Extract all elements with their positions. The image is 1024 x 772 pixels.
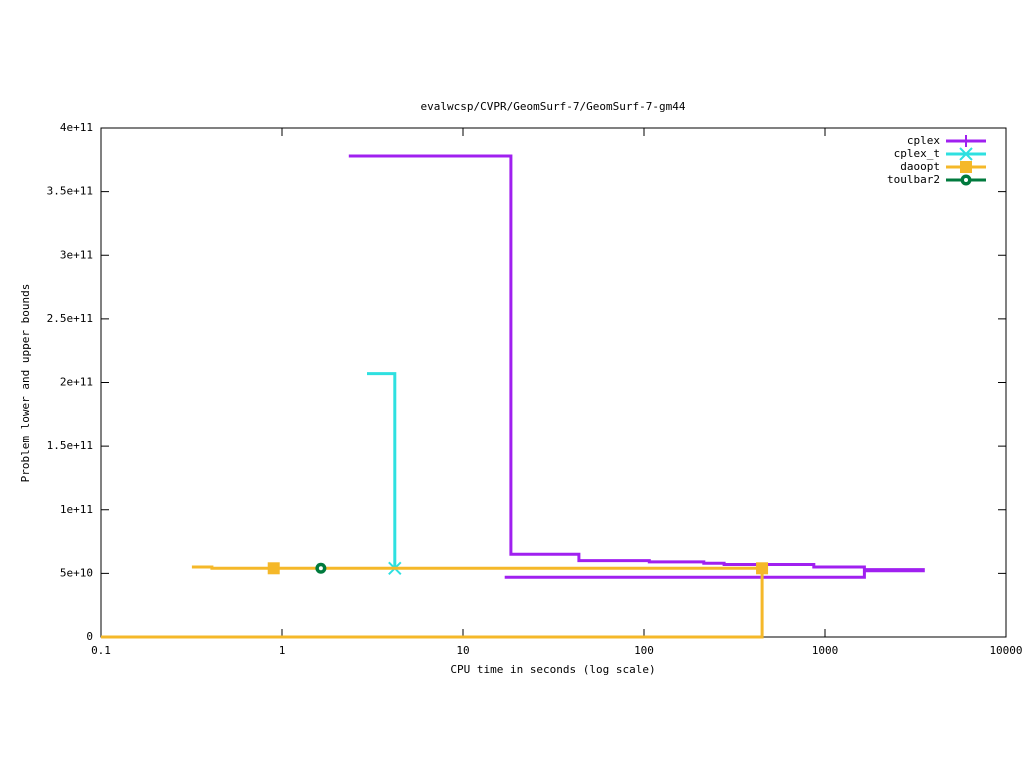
point-marker <box>267 562 280 575</box>
legend-marker <box>960 135 972 147</box>
legend-label: cplex <box>907 134 940 147</box>
legend-label: cplex_t <box>894 147 940 160</box>
y-tick-label: 5e+10 <box>60 566 93 579</box>
plot-frame <box>100 127 1007 638</box>
legend-label: daoopt <box>900 160 940 173</box>
y-tick-label: 3.5e+11 <box>47 185 93 198</box>
y-tick-label: 0 <box>86 630 93 643</box>
y-tick-label: 2.5e+11 <box>47 312 93 325</box>
x-tick-label: 10000 <box>989 644 1022 657</box>
series-line <box>367 372 397 569</box>
series-line <box>101 565 764 639</box>
y-axis-label: Problem lower and upper bounds <box>19 284 32 483</box>
y-tick-label: 2e+11 <box>60 376 93 389</box>
x-tick-label: 10 <box>456 644 469 657</box>
y-tick-label: 1.5e+11 <box>47 439 93 452</box>
y-tick-label: 4e+11 <box>60 121 93 134</box>
y-tick-label: 1e+11 <box>60 503 93 516</box>
series-line <box>348 154 925 579</box>
point-marker-dot <box>318 566 323 571</box>
point-marker <box>756 562 769 575</box>
chart-title: evalwcsp/CVPR/GeomSurf-7/GeomSurf-7-gm44 <box>421 100 686 113</box>
x-tick-label: 0.1 <box>91 644 111 657</box>
y-tick-label: 3e+11 <box>60 248 93 261</box>
x-axis-label: CPU time in seconds (log scale) <box>450 663 655 676</box>
x-tick-label: 100 <box>634 644 654 657</box>
x-tick-label: 1000 <box>812 644 839 657</box>
legend-marker <box>959 147 973 161</box>
x-tick-label: 1 <box>279 644 286 657</box>
legend-marker-dot <box>964 178 968 182</box>
legend-label: toulbar2 <box>887 173 940 186</box>
legend-marker <box>960 161 972 173</box>
